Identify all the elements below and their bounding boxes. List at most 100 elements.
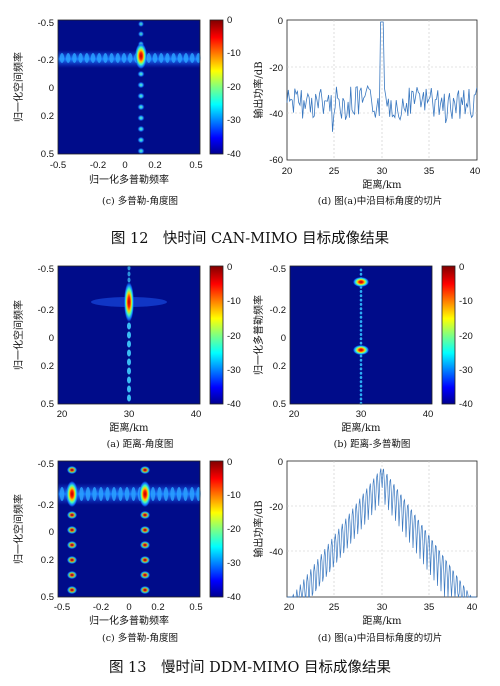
heatmap-sidelobe xyxy=(359,290,363,293)
x-tick-labels: 20 30 40 xyxy=(289,409,434,420)
colorbar-tick-label: -20 xyxy=(227,524,241,535)
heatmap-sidelobe xyxy=(137,147,145,155)
heatmap-sidelobe xyxy=(137,92,145,100)
slice-curve xyxy=(286,21,478,132)
heatmap-sidelobe xyxy=(127,322,131,330)
heatmap-sidelobe xyxy=(67,586,77,594)
x-tick-label: 35 xyxy=(424,166,435,177)
heatmap-sidelobe xyxy=(137,136,145,144)
heatmap-sidelobe xyxy=(79,487,84,501)
x-tick-label: 40 xyxy=(191,409,202,420)
colorbar xyxy=(209,265,224,405)
heatmap-sidelobe xyxy=(359,341,363,345)
heatmap-sidelobe xyxy=(67,526,77,534)
heatmap-sidelobe xyxy=(359,268,363,272)
x-tick-label: -0.5 xyxy=(50,160,66,171)
heatmap-sidelobe xyxy=(170,487,175,501)
heatmap-sidelobe xyxy=(127,367,131,375)
y-tick-label: -0.2 xyxy=(38,305,54,316)
heatmap-sidelobe xyxy=(127,349,131,357)
heatmap-sidelobe xyxy=(140,511,150,519)
heatmap-sidelobes xyxy=(127,265,131,402)
panel-can-slice: 20 25 30 35 40 0 -20 -40 -60 距离/km 输出功率/… xyxy=(252,16,480,207)
panel-caption: (c) 多普勒-角度图 xyxy=(102,195,178,207)
heatmap-sidelobe xyxy=(359,324,363,328)
y-tick-label: -60 xyxy=(269,155,283,166)
heatmap-sidelobe xyxy=(59,487,65,501)
heatmap-sidelobe xyxy=(140,556,150,564)
heatmap-sidelobe xyxy=(127,271,131,277)
colorbar-ticks: 0 -10 -20 -30 -40 xyxy=(227,15,241,160)
y-tick-labels: -0.5 -0.2 0 0.2 0.5 xyxy=(38,459,54,603)
colorbar-tick-label: -10 xyxy=(227,48,241,59)
colorbar-tick-label: -20 xyxy=(227,82,241,93)
colorbar-tick-label: 0 xyxy=(459,262,464,273)
heatmap-sidelobe xyxy=(140,571,150,579)
colorbar-tick-label: -30 xyxy=(459,365,473,376)
heatmap-sidelobe xyxy=(150,487,156,501)
slice-curve xyxy=(287,468,477,598)
heatmap-sidelobe xyxy=(137,103,145,111)
panel-ddm-range-angle: 20 30 40 -0.5 -0.2 0 0.2 0.5 距离/km 归一化空间… xyxy=(12,262,241,450)
heatmap-sidelobe xyxy=(359,333,363,336)
heatmap-sidelobe xyxy=(359,388,363,392)
heatmap-sidelobe xyxy=(157,487,162,501)
heatmap-sidelobe xyxy=(118,487,123,501)
heatmap-sidelobe xyxy=(137,114,145,122)
panel-caption: (c) 多普勒-角度图 xyxy=(102,632,178,644)
colorbar-tick-label: -40 xyxy=(459,399,473,410)
panel-caption: (d) 图(a)中沿目标角度的切片 xyxy=(318,195,443,207)
colorbar-tick-label: -30 xyxy=(227,558,241,569)
colorbar-tick-label: -20 xyxy=(227,331,241,342)
y-tick-label: -0.5 xyxy=(38,459,54,470)
x-tick-label: 35 xyxy=(424,602,435,613)
x-tick-label: 20 xyxy=(57,409,68,420)
y-tick-label: 0.5 xyxy=(41,399,54,410)
colorbar-tick-label: -30 xyxy=(227,365,241,376)
y-tick-label: -0.5 xyxy=(270,264,286,275)
heatmap-sidelobe xyxy=(359,358,363,362)
y-tick-label: 0 xyxy=(278,16,283,27)
heatmap-sidelobe xyxy=(359,384,363,388)
x-tick-label: -0.5 xyxy=(54,602,70,613)
colorbar-ticks: 0 -10 -20 -30 -40 xyxy=(459,262,473,410)
y-tick-labels: -0.5 -0.2 0 0.2 0.5 xyxy=(38,264,54,410)
y-axis-label: 归一化空间频率 xyxy=(12,494,25,564)
y-tick-label: 0.5 xyxy=(41,592,54,603)
colorbar-tick-label: 0 xyxy=(227,457,232,468)
x-tick-label: 20 xyxy=(284,602,295,613)
heatmap-sidelobe xyxy=(85,487,91,501)
heatmap-peak-left xyxy=(66,481,78,507)
y-axis-label: 归一化空间频率 xyxy=(12,52,25,122)
heatmap-sidelobe xyxy=(163,487,169,501)
heatmap-sidelobe xyxy=(90,53,96,63)
heatmap-background xyxy=(58,461,200,597)
x-tick-label: 0 xyxy=(126,602,131,613)
heatmap-sidelobe xyxy=(146,53,151,63)
colorbar xyxy=(441,265,456,405)
y-tick-label: -40 xyxy=(269,547,283,558)
heatmap-sidelobe xyxy=(359,328,363,332)
heatmap-sidelobe xyxy=(137,81,145,89)
y-axis-label: 归一化空间频率 xyxy=(12,300,25,370)
heatmap-sidelobe xyxy=(359,294,363,298)
heatmap-sidelobe xyxy=(359,363,363,367)
y-tick-label: 0.2 xyxy=(41,361,54,372)
heatmap-sidelobe xyxy=(105,487,110,501)
x-axis-label: 归一化多普勒频率 xyxy=(89,614,169,627)
heatmap-sidelobe xyxy=(359,354,363,358)
heatmap-sidelobe xyxy=(67,466,77,474)
x-tick-labels: 20 30 40 xyxy=(57,409,202,420)
heatmap-sidelobe xyxy=(359,376,363,379)
heatmap-sidelobe xyxy=(183,487,188,501)
heatmap-sidelobe xyxy=(171,53,176,63)
x-tick-labels: 20 25 30 35 40 xyxy=(282,166,481,177)
heatmap-sidelobe xyxy=(127,265,131,271)
y-axis-label: 归一化多普勒频率 xyxy=(252,295,265,375)
heatmap-sidelobe xyxy=(67,556,77,564)
y-tick-label: 0.5 xyxy=(273,399,286,410)
heatmap-sidelobe xyxy=(67,511,77,519)
heatmap-background xyxy=(58,20,200,154)
y-tick-label: 0.5 xyxy=(41,149,54,160)
